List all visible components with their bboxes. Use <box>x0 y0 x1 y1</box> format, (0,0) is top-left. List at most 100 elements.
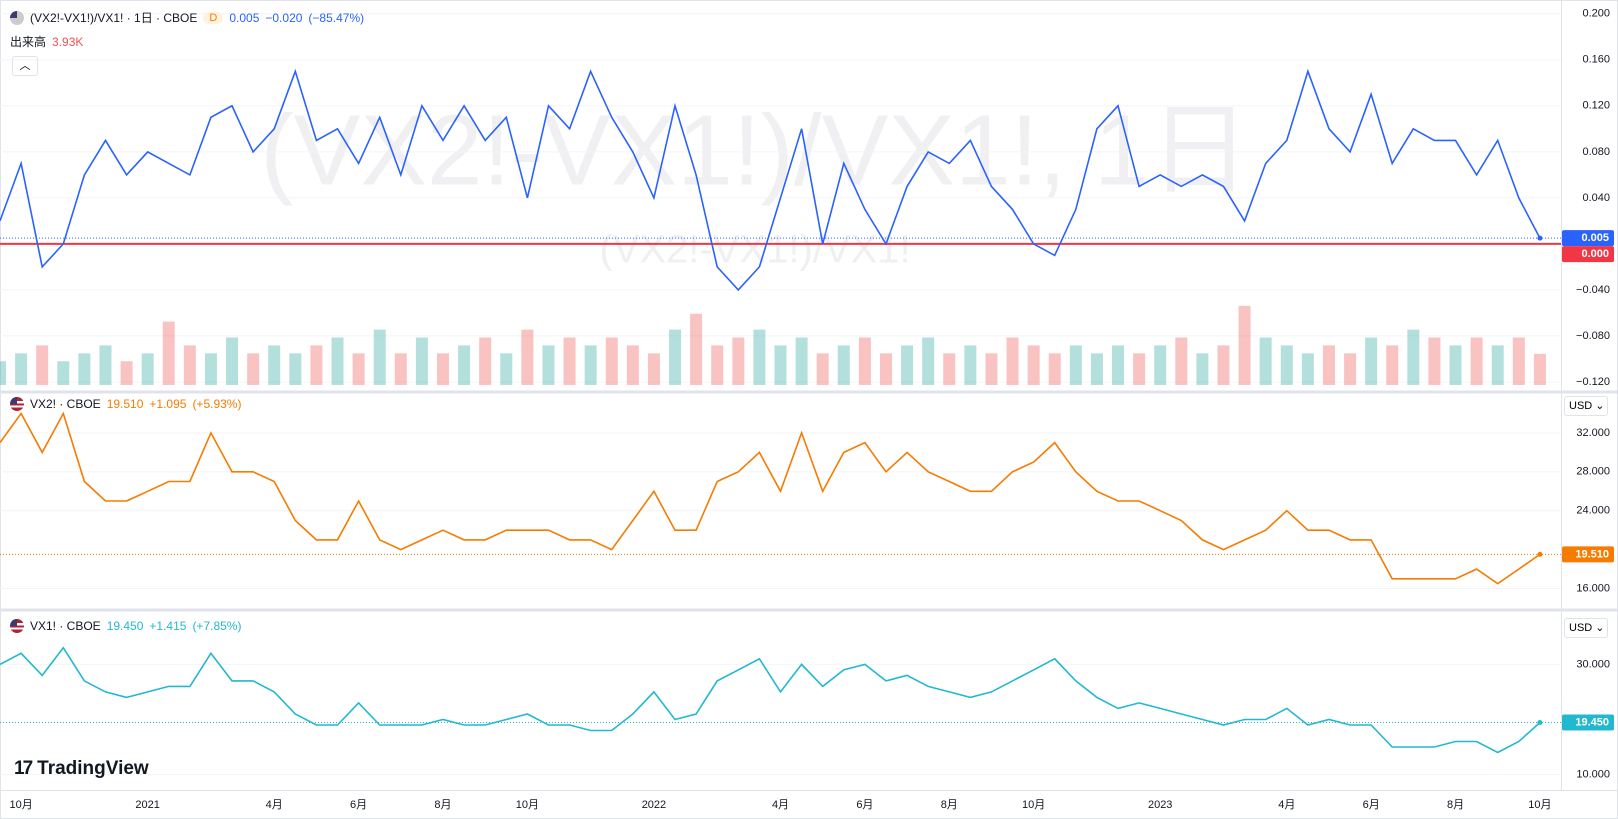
volume-bar <box>310 345 323 385</box>
volume-bar <box>247 353 260 385</box>
x-tick-label: 8月 <box>941 799 958 811</box>
volume-bar <box>837 345 850 385</box>
volume-bar <box>120 361 133 385</box>
x-tick-label: 10月 <box>1528 799 1551 811</box>
y-tick-label: 28.000 <box>1576 466 1610 478</box>
currency-select[interactable]: USD ⌄ <box>1564 396 1608 416</box>
volume-bar <box>1512 337 1525 385</box>
volume-bar <box>57 361 70 385</box>
volume-bar <box>669 329 682 385</box>
x-tick-label: 2021 <box>135 799 159 811</box>
volume-bar <box>542 345 555 385</box>
legend-title[interactable]: (VX2!-VX1!)/VX1! · 1日 · CBOE <box>30 11 198 25</box>
volume-bar <box>605 337 618 385</box>
legend-value: 0.005 <box>229 10 260 25</box>
volume-bar <box>0 361 6 385</box>
volume-bar <box>626 345 639 385</box>
series-line <box>0 646 1541 754</box>
watermark-sub: (VX2!-VX1!)/VX1! <box>599 228 910 272</box>
volume-bar <box>331 337 344 385</box>
volume-bar <box>985 353 998 385</box>
last-point <box>1537 719 1543 725</box>
series-line <box>0 68 1541 292</box>
volume-bar <box>436 353 449 385</box>
currency: USD <box>1569 400 1593 412</box>
currency-select[interactable]: USD ⌄ <box>1564 618 1608 638</box>
legend-change-pct: (−85.47%) <box>308 10 365 25</box>
volume-bar <box>922 337 935 385</box>
last-value-badge-bg <box>1562 230 1614 247</box>
volume-bar <box>753 329 766 385</box>
volume-value: 3.93K <box>52 34 84 49</box>
volume-bar <box>78 353 91 385</box>
legend-title[interactable]: VX2! · CBOE <box>30 397 101 411</box>
volume-bar <box>373 329 386 385</box>
legend-value: 19.450 <box>106 619 144 633</box>
y-tick-label: −0.040 <box>1576 284 1610 296</box>
volume-bar <box>1112 345 1125 385</box>
volume-bar <box>795 337 808 385</box>
volume-bar <box>1407 329 1420 385</box>
last-value-badge: 19.450 <box>1575 716 1609 728</box>
volume-bar <box>1470 337 1483 385</box>
last-value-badge-bg <box>1562 546 1614 563</box>
volume-bar <box>162 321 175 385</box>
x-tick-label: 8月 <box>434 799 451 811</box>
volume-bar <box>1027 345 1040 385</box>
flag-icon <box>10 397 24 411</box>
y-tick-label: −0.080 <box>1576 330 1610 342</box>
volume-bar <box>1301 353 1314 385</box>
x-tick-label: 4月 <box>266 799 283 811</box>
collapse-button[interactable]: ︿ <box>12 56 38 76</box>
volume-bar <box>1344 353 1357 385</box>
watermark: (VX2!-VX1!)/VX1!, 1日 <box>260 94 1249 206</box>
brand: TradingView <box>37 758 149 779</box>
volume-bar <box>964 345 977 385</box>
legend-change: −0.020 <box>265 10 303 25</box>
volume-bar <box>1090 353 1103 385</box>
volume-bar <box>521 329 534 385</box>
x-tick-label: 10月 <box>9 799 32 811</box>
volume-bar <box>394 353 407 385</box>
x-tick-label: 2023 <box>1148 799 1172 811</box>
y-tick-label: −0.120 <box>1576 376 1610 388</box>
volume-bar <box>1175 337 1188 385</box>
volume-bar <box>15 353 28 385</box>
volume-bar <box>901 345 914 385</box>
volume-bar <box>732 337 745 385</box>
volume-bar <box>268 345 281 385</box>
flag-icon <box>10 619 24 633</box>
legend-change-pct: (+5.93%) <box>192 397 242 411</box>
x-tick-label: 10月 <box>1022 799 1045 811</box>
volume-bar <box>289 353 302 385</box>
last-point <box>1537 551 1543 557</box>
volume-bar <box>1491 345 1504 385</box>
volume-bar <box>204 353 217 385</box>
volume-bar <box>226 337 239 385</box>
volume-bar <box>141 353 154 385</box>
volume-bar <box>858 337 871 385</box>
y-tick-label: 0.120 <box>1582 100 1610 112</box>
volume-bar <box>1533 353 1546 385</box>
volume-bar <box>183 345 196 385</box>
volume-bar <box>1280 345 1293 385</box>
legend-change: +1.095 <box>149 397 187 411</box>
y-tick-label: 24.000 <box>1576 505 1610 517</box>
symbol-icon <box>10 10 24 25</box>
volume-bar <box>1006 337 1019 385</box>
legend-title[interactable]: VX1! · CBOE <box>30 619 101 633</box>
series-line <box>0 411 1541 585</box>
volume-bar <box>1196 353 1209 385</box>
volume-bar <box>36 345 49 385</box>
volume-bar <box>816 353 829 385</box>
interval-badge[interactable]: D <box>203 11 224 24</box>
volume-bar <box>690 313 703 385</box>
currency: USD <box>1569 622 1593 634</box>
volume-bar <box>774 345 787 385</box>
volume-bar <box>458 345 471 385</box>
legend-change: +1.415 <box>149 619 187 633</box>
x-tick-label: 4月 <box>1278 799 1295 811</box>
volume-bar <box>99 345 112 385</box>
brand-logo[interactable]: 17 TradingView <box>14 758 149 780</box>
x-tick-label: 4月 <box>772 799 789 811</box>
